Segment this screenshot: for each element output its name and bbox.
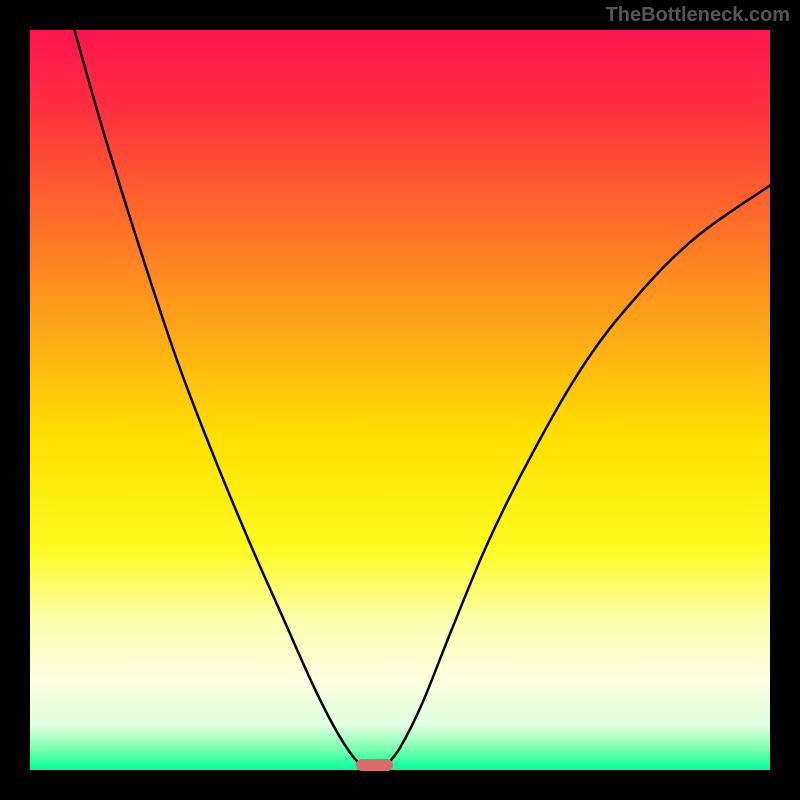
plot-area xyxy=(30,30,770,770)
bottleneck-curve xyxy=(30,30,770,770)
chart-container: TheBottleneck.com xyxy=(0,0,800,800)
watermark-text: TheBottleneck.com xyxy=(606,4,790,27)
optimal-marker xyxy=(356,759,393,771)
